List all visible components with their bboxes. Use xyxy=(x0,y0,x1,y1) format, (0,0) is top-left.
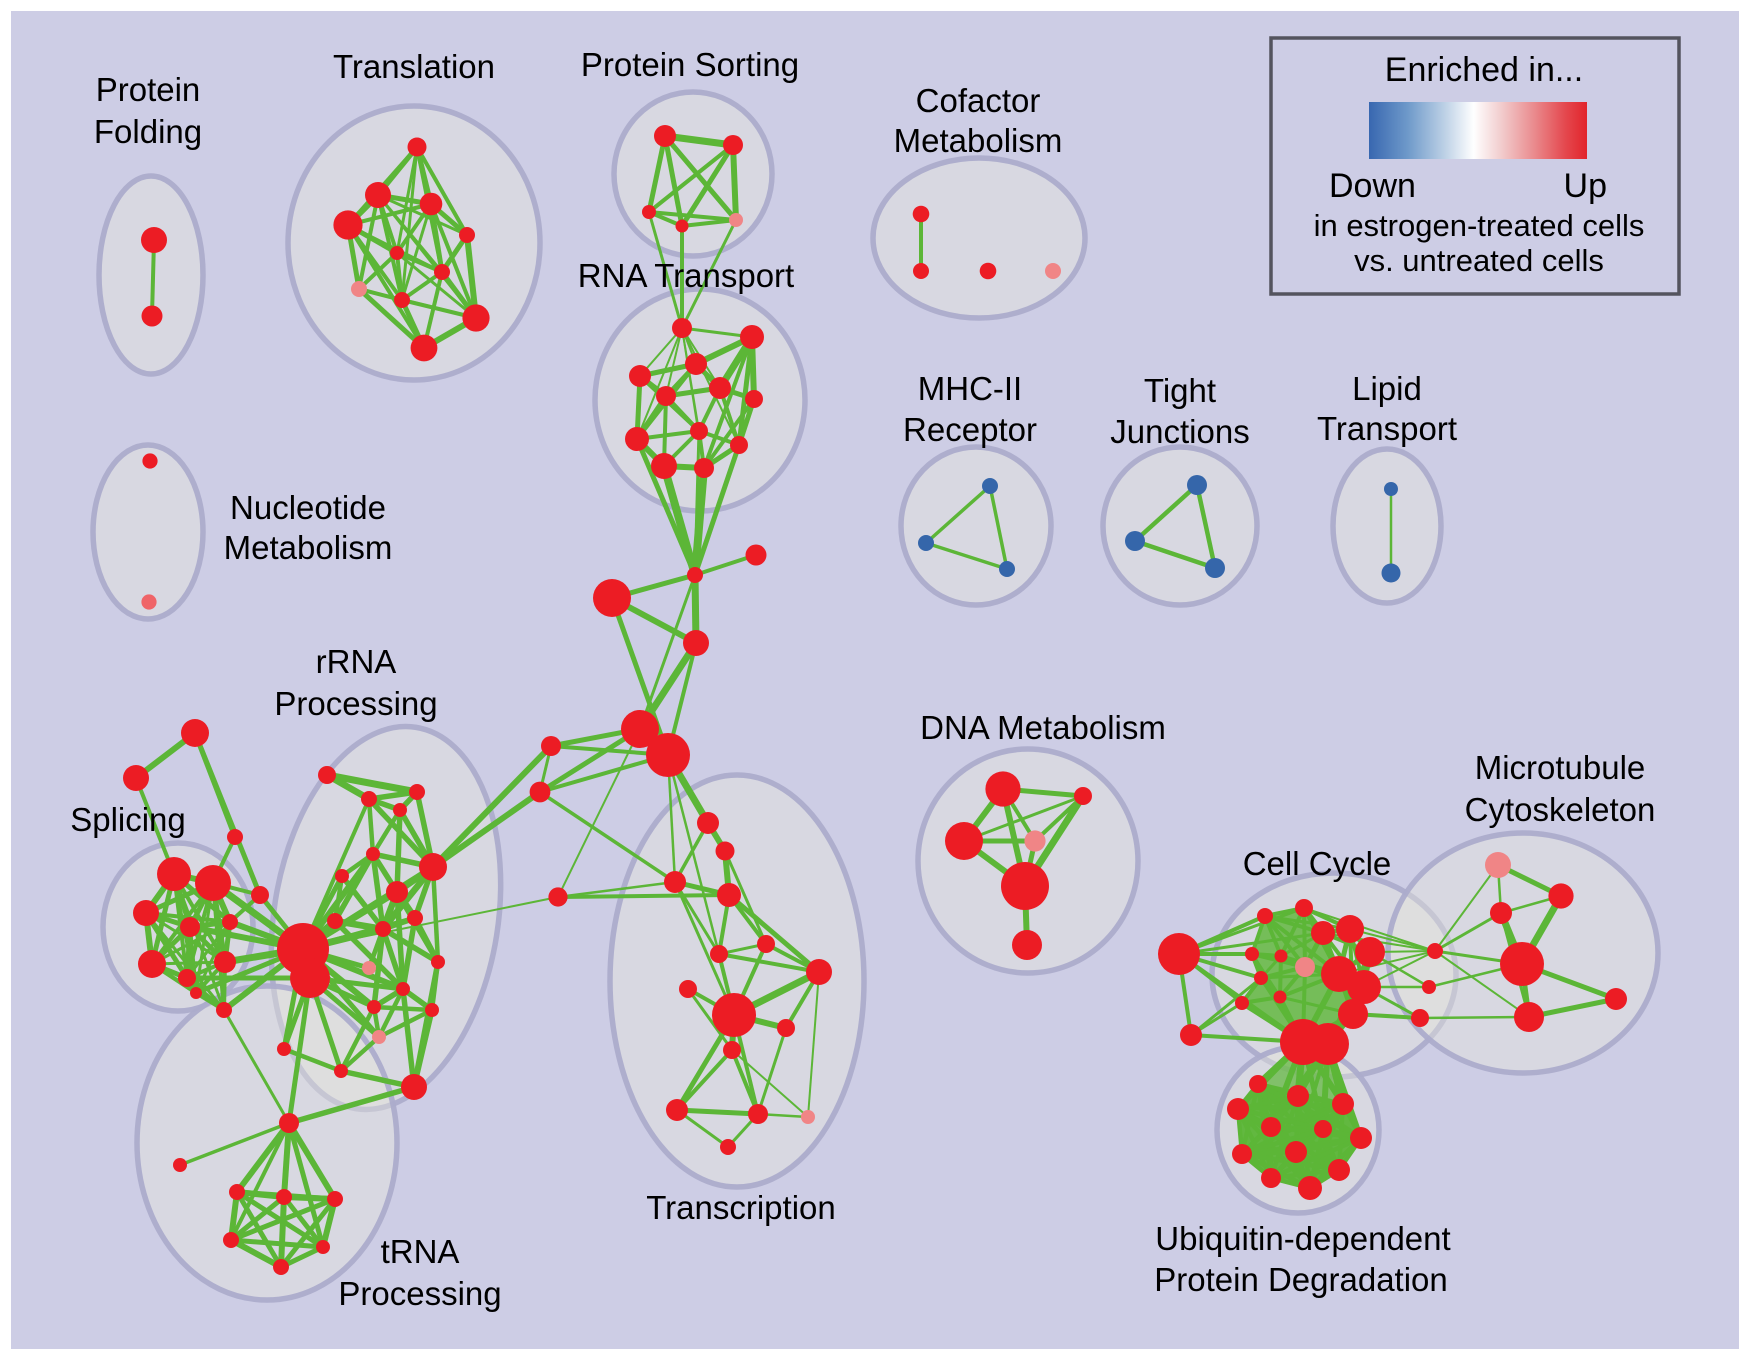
svg-text:Enriched in...: Enriched in... xyxy=(1385,51,1583,89)
svg-text:MHC-II: MHC-II xyxy=(918,370,1022,407)
svg-text:Down: Down xyxy=(1329,167,1416,205)
svg-text:Splicing: Splicing xyxy=(70,801,186,838)
svg-text:Up: Up xyxy=(1564,167,1607,205)
svg-text:Metabolism: Metabolism xyxy=(224,529,393,566)
svg-text:tRNA: tRNA xyxy=(381,1233,460,1270)
svg-text:Translation: Translation xyxy=(333,48,495,85)
svg-text:Cofactor: Cofactor xyxy=(916,82,1041,119)
svg-text:Lipid: Lipid xyxy=(1352,370,1422,407)
svg-text:Cytoskeleton: Cytoskeleton xyxy=(1465,791,1656,828)
svg-text:Transport: Transport xyxy=(1317,410,1457,447)
svg-text:Receptor: Receptor xyxy=(903,411,1037,448)
svg-text:Transcription: Transcription xyxy=(646,1189,836,1226)
svg-text:Processing: Processing xyxy=(274,685,437,722)
svg-text:Protein Sorting: Protein Sorting xyxy=(581,46,799,83)
svg-text:in estrogen-treated cells: in estrogen-treated cells xyxy=(1314,208,1645,243)
svg-text:Protein: Protein xyxy=(96,71,201,108)
svg-text:Cell Cycle: Cell Cycle xyxy=(1243,845,1392,882)
svg-text:Protein Degradation: Protein Degradation xyxy=(1154,1261,1448,1298)
svg-text:RNA Transport: RNA Transport xyxy=(578,257,794,294)
svg-text:Folding: Folding xyxy=(94,113,202,150)
svg-text:DNA Metabolism: DNA Metabolism xyxy=(920,709,1166,746)
svg-text:Ubiquitin-dependent: Ubiquitin-dependent xyxy=(1155,1220,1450,1257)
svg-text:vs. untreated cells: vs. untreated cells xyxy=(1354,243,1604,278)
svg-text:Processing: Processing xyxy=(338,1275,501,1312)
svg-text:Microtubule: Microtubule xyxy=(1475,749,1646,786)
svg-text:Tight: Tight xyxy=(1144,372,1216,409)
svg-text:Nucleotide: Nucleotide xyxy=(230,489,386,526)
svg-text:rRNA: rRNA xyxy=(316,643,397,680)
svg-text:Junctions: Junctions xyxy=(1110,413,1249,450)
svg-text:Metabolism: Metabolism xyxy=(894,122,1063,159)
